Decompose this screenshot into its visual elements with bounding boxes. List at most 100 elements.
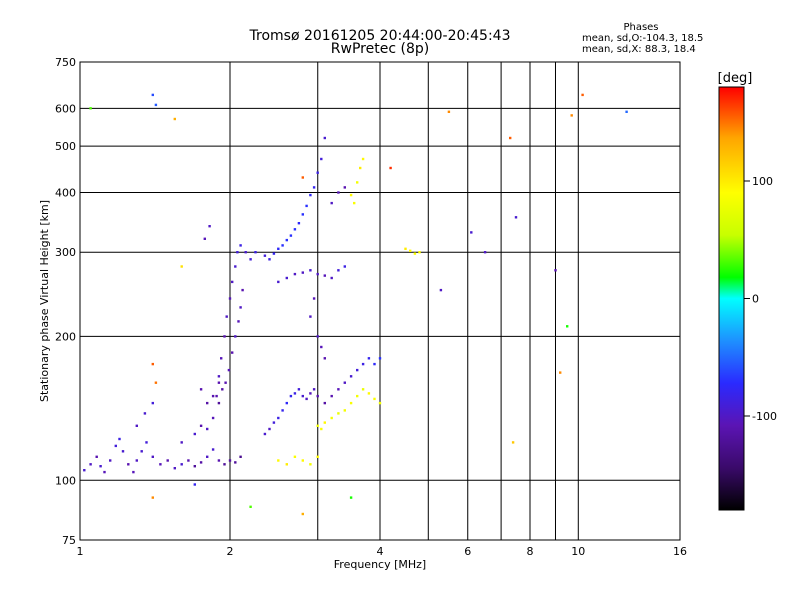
data-point	[127, 463, 130, 466]
data-point	[330, 394, 333, 398]
data-point	[263, 254, 267, 257]
data-point	[301, 271, 304, 274]
y-axis-label: Stationary phase Virtual Height [km]	[38, 200, 51, 402]
data-point	[361, 362, 365, 366]
x-tick-label: 1	[77, 545, 84, 558]
data-point	[301, 394, 304, 398]
data-point	[239, 306, 242, 309]
data-point	[349, 496, 353, 499]
data-point	[514, 216, 518, 219]
data-point	[223, 335, 226, 338]
data-point	[337, 388, 340, 391]
colorbar	[718, 86, 745, 511]
data-point	[277, 247, 280, 250]
data-point	[305, 397, 308, 401]
data-point	[349, 401, 353, 405]
colorbar-tick-label: -100	[752, 410, 777, 423]
colorbar-label: [deg]	[718, 71, 753, 86]
data-point	[180, 265, 183, 268]
data-point	[237, 320, 240, 323]
data-point	[330, 416, 333, 420]
data-point	[413, 252, 417, 255]
data-point	[312, 297, 316, 300]
data-point	[309, 193, 312, 197]
y-tick-label: 750	[55, 56, 76, 69]
data-point	[151, 93, 154, 97]
data-point	[244, 251, 247, 254]
data-point	[173, 117, 176, 121]
data-point	[83, 469, 86, 472]
data-points	[83, 93, 628, 516]
x-tick-label: 16	[673, 545, 687, 558]
data-point	[378, 401, 382, 405]
data-point	[337, 269, 340, 272]
data-point	[206, 401, 209, 405]
data-point	[323, 421, 326, 424]
data-point	[268, 258, 271, 261]
data-point	[343, 186, 346, 189]
data-point	[135, 459, 138, 462]
colorbar-tick-label: 0	[752, 293, 759, 306]
data-point	[312, 388, 316, 391]
data-point	[316, 394, 319, 398]
data-point	[367, 392, 371, 395]
data-point	[625, 110, 628, 113]
data-point	[228, 459, 232, 462]
data-point	[343, 265, 346, 268]
data-point	[349, 193, 353, 197]
data-point	[509, 136, 512, 140]
data-point	[323, 357, 326, 360]
data-point	[220, 357, 223, 360]
data-point	[180, 441, 183, 444]
y-tick-label: 75	[62, 534, 76, 547]
data-point	[103, 470, 106, 474]
data-point	[305, 204, 308, 208]
data-point	[301, 512, 304, 516]
data-point	[309, 392, 312, 395]
x-tick-label: 4	[377, 545, 384, 558]
data-point	[361, 388, 365, 391]
x-axis-label: Frequency [MHz]	[334, 558, 426, 571]
data-point	[373, 397, 376, 401]
data-point	[570, 114, 573, 117]
data-point	[228, 297, 232, 300]
axis-tick-labels: 1 2 4 6 8 10 16 75 100 200 300 400 500 600 750	[55, 56, 687, 558]
data-point	[301, 213, 304, 216]
data-point	[121, 450, 125, 453]
data-point	[285, 401, 288, 405]
data-point	[323, 401, 326, 405]
legend-line-x: mean, sd,X: 88.3, 18.4	[582, 44, 696, 55]
data-point	[203, 237, 206, 240]
data-point	[95, 455, 98, 458]
data-point	[217, 375, 221, 378]
data-point	[217, 381, 221, 384]
data-point	[389, 166, 392, 170]
data-point	[89, 107, 92, 110]
y-tick-label: 200	[55, 330, 76, 343]
data-point	[309, 269, 312, 272]
data-point	[330, 276, 333, 280]
data-point	[180, 463, 183, 466]
data-point	[231, 280, 234, 284]
data-point	[470, 231, 473, 234]
data-point	[241, 288, 244, 292]
data-point	[343, 409, 346, 412]
data-point	[320, 157, 323, 161]
data-point	[132, 470, 135, 474]
data-point	[236, 251, 239, 254]
x-tick-label: 2	[227, 545, 234, 558]
data-point	[285, 238, 288, 242]
data-point	[239, 455, 242, 458]
data-point	[234, 335, 237, 338]
data-point	[154, 381, 158, 384]
data-point	[309, 463, 312, 466]
data-point	[211, 416, 215, 420]
y-tick-label: 300	[55, 246, 76, 259]
data-point	[320, 427, 323, 431]
data-point	[373, 362, 376, 366]
data-point	[272, 252, 276, 255]
data-point	[193, 465, 196, 468]
data-point	[199, 424, 203, 427]
data-point	[359, 166, 362, 170]
data-point	[277, 459, 280, 462]
